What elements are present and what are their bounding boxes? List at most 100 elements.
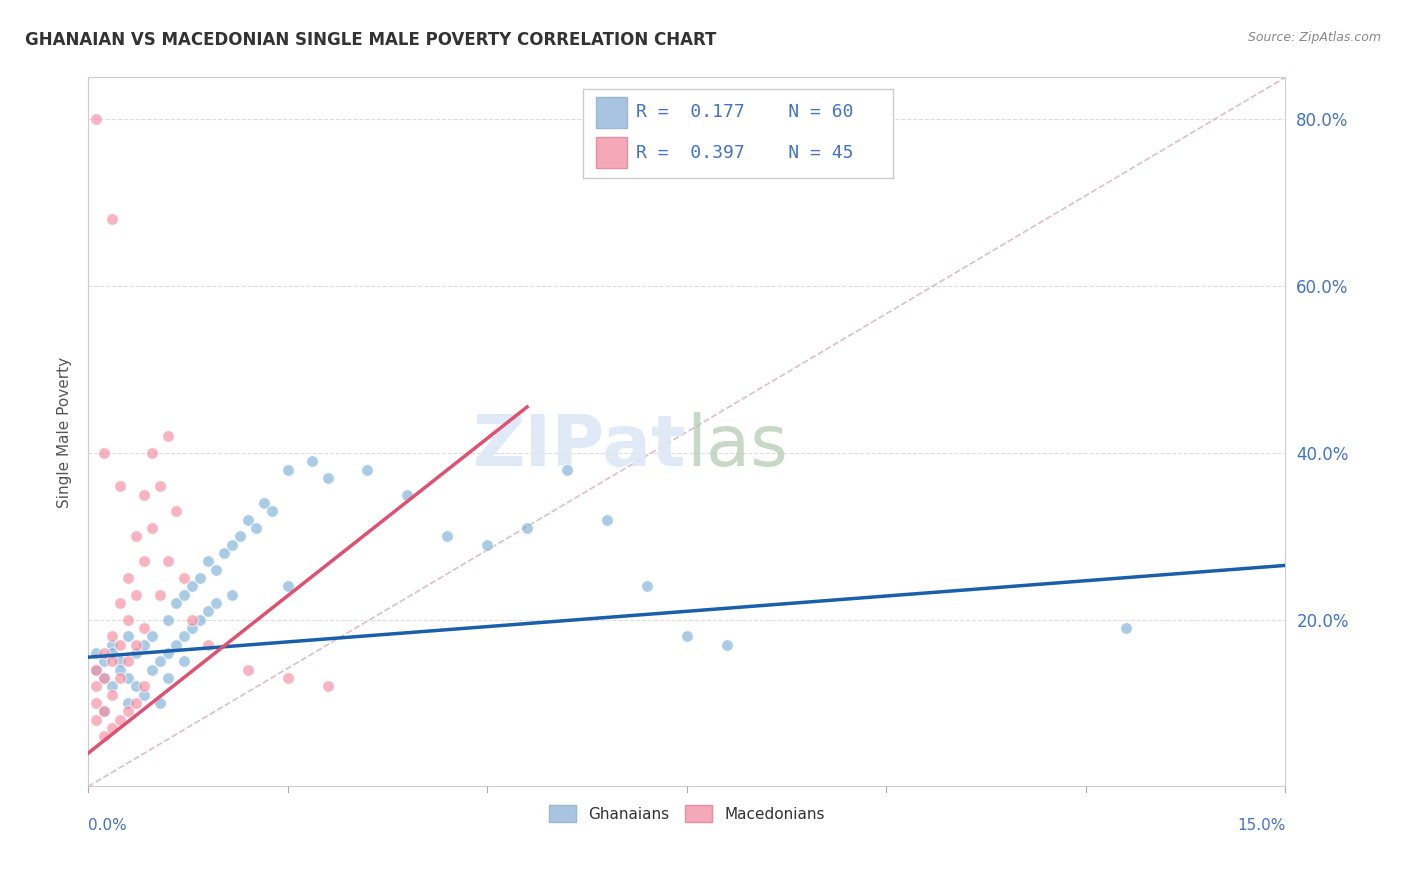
Point <box>108 479 131 493</box>
Point <box>245 521 267 535</box>
Text: 15.0%: 15.0% <box>1237 818 1285 833</box>
Point <box>636 579 658 593</box>
Point <box>84 696 107 710</box>
Point <box>716 638 738 652</box>
Text: R =  0.397    N = 45: R = 0.397 N = 45 <box>636 144 853 161</box>
Point <box>301 454 323 468</box>
Point <box>149 479 172 493</box>
Point <box>93 730 115 744</box>
Point <box>675 629 697 643</box>
Point <box>277 579 299 593</box>
Point <box>125 588 148 602</box>
Point <box>84 713 107 727</box>
Point <box>165 596 187 610</box>
Text: 0.0%: 0.0% <box>89 818 127 833</box>
Point <box>117 629 139 643</box>
Point <box>165 638 187 652</box>
Point <box>132 621 155 635</box>
Point <box>117 571 139 585</box>
Point <box>101 688 124 702</box>
Point <box>173 571 195 585</box>
Y-axis label: Single Male Poverty: Single Male Poverty <box>58 357 72 508</box>
Point <box>156 646 179 660</box>
Point <box>125 529 148 543</box>
Point <box>125 638 148 652</box>
Point <box>132 679 155 693</box>
Bar <box>596 137 627 168</box>
Point <box>596 512 619 526</box>
Point <box>101 212 124 227</box>
Point <box>84 112 107 127</box>
Point <box>132 554 155 568</box>
Point <box>156 429 179 443</box>
Point <box>173 588 195 602</box>
Point <box>156 671 179 685</box>
Point <box>277 462 299 476</box>
Point <box>205 596 228 610</box>
Point <box>141 663 163 677</box>
Point <box>84 679 107 693</box>
Point <box>117 696 139 710</box>
Point <box>125 679 148 693</box>
Point <box>132 487 155 501</box>
Point <box>173 654 195 668</box>
Point <box>108 654 131 668</box>
Point <box>165 504 187 518</box>
Point <box>101 679 124 693</box>
Text: ZIPat: ZIPat <box>474 411 686 481</box>
Point <box>253 496 276 510</box>
Point <box>132 638 155 652</box>
Point <box>117 654 139 668</box>
Point <box>475 538 498 552</box>
Point <box>197 554 219 568</box>
Point <box>229 529 252 543</box>
Point <box>93 446 115 460</box>
Point <box>236 663 259 677</box>
Point <box>93 654 115 668</box>
Point <box>316 679 339 693</box>
Bar <box>596 97 627 128</box>
Point <box>555 462 578 476</box>
Point <box>108 663 131 677</box>
Point <box>141 446 163 460</box>
Point <box>516 521 538 535</box>
Point <box>316 471 339 485</box>
Point <box>1115 621 1137 635</box>
Point <box>101 721 124 735</box>
Point <box>93 671 115 685</box>
Point <box>101 638 124 652</box>
Point <box>108 638 131 652</box>
Text: GHANAIAN VS MACEDONIAN SINGLE MALE POVERTY CORRELATION CHART: GHANAIAN VS MACEDONIAN SINGLE MALE POVER… <box>25 31 717 49</box>
Point <box>141 629 163 643</box>
Point <box>93 705 115 719</box>
Point <box>117 613 139 627</box>
Text: R =  0.177    N = 60: R = 0.177 N = 60 <box>636 103 853 121</box>
Point <box>101 629 124 643</box>
Point <box>132 688 155 702</box>
Point <box>236 512 259 526</box>
Point <box>436 529 458 543</box>
Point <box>93 705 115 719</box>
Point <box>141 521 163 535</box>
Point <box>173 629 195 643</box>
Point <box>84 663 107 677</box>
Point <box>117 705 139 719</box>
Point <box>396 487 419 501</box>
Point <box>149 588 172 602</box>
Point <box>125 696 148 710</box>
Point <box>277 671 299 685</box>
Point <box>93 671 115 685</box>
Point <box>108 671 131 685</box>
Point <box>205 563 228 577</box>
Legend: Ghanaians, Macedonians: Ghanaians, Macedonians <box>543 798 831 829</box>
Point <box>156 613 179 627</box>
Point <box>108 713 131 727</box>
Point <box>156 554 179 568</box>
Point <box>101 646 124 660</box>
Point <box>221 538 243 552</box>
Point <box>84 646 107 660</box>
Point <box>125 646 148 660</box>
Point <box>221 588 243 602</box>
Point <box>356 462 378 476</box>
Point <box>101 654 124 668</box>
